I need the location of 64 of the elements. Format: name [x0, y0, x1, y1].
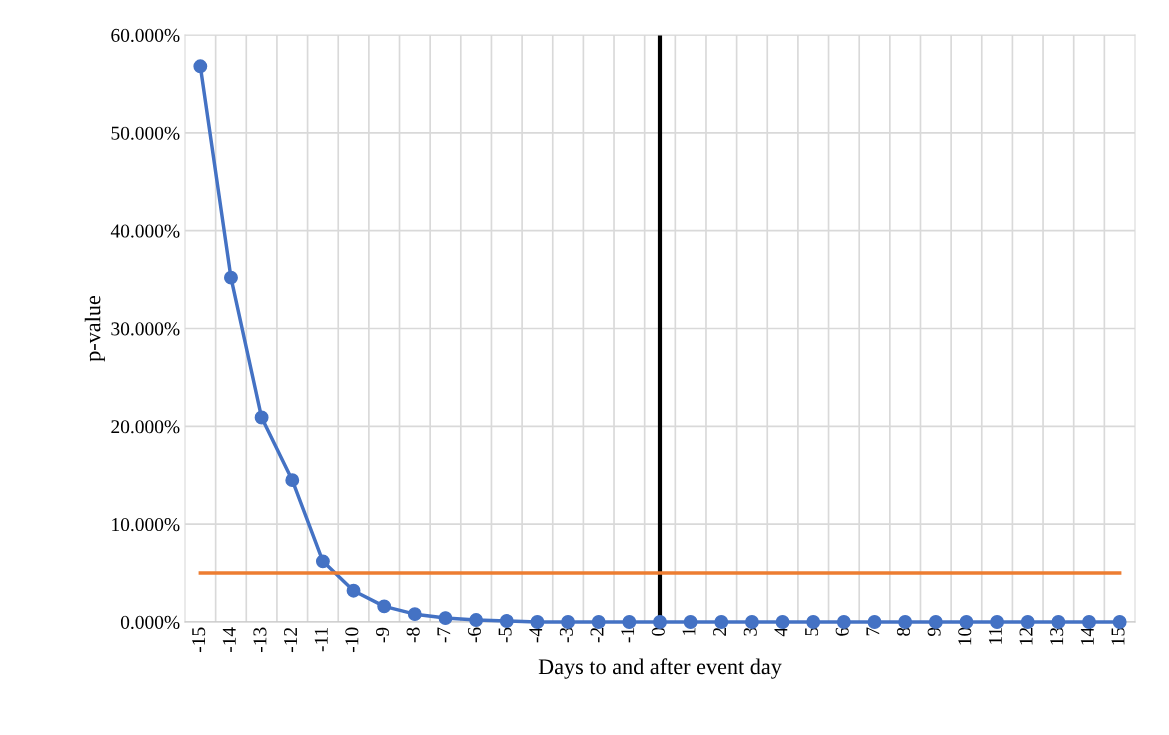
x-tick-label: 7 [866, 627, 880, 636]
point [561, 615, 576, 629]
point [224, 270, 238, 285]
x-tick-label: -8 [406, 627, 420, 643]
point [714, 615, 729, 629]
point [377, 599, 392, 614]
point [438, 611, 453, 626]
x-tick-label: -7 [437, 627, 451, 643]
y-tick-label: 50.000% [111, 126, 180, 140]
point [775, 615, 790, 629]
x-tick-label: -12 [284, 627, 297, 653]
x-tick-label: -1 [621, 628, 635, 643]
x-tick-label: 12 [1019, 627, 1033, 645]
y-tick-label: 40.000% [110, 224, 180, 238]
x-tick-label: -4 [529, 627, 543, 643]
point [285, 473, 300, 488]
x-tick-label: 2 [713, 627, 726, 636]
x-tick-label: 8 [896, 627, 911, 636]
x-tick-label: 0 [651, 627, 665, 636]
point [1020, 615, 1035, 629]
point [836, 615, 851, 629]
point [499, 614, 514, 628]
point [990, 615, 1005, 629]
x-tick-label: 10 [958, 627, 972, 645]
point [806, 615, 821, 629]
x-tick-label: -5 [498, 627, 512, 643]
point [315, 554, 330, 569]
x-tick-label: -2 [590, 627, 604, 643]
point [407, 607, 422, 622]
point [683, 615, 698, 629]
y-axis-title: p-value [84, 295, 105, 362]
point [1112, 615, 1127, 629]
y-tick-label: 20.000% [111, 420, 180, 434]
x-tick-label: -3 [559, 627, 573, 643]
point [530, 615, 545, 629]
x-tick-label: 15 [1111, 627, 1125, 645]
x-tick-label: 14 [1080, 627, 1094, 645]
x-tick-label: 9 [927, 627, 941, 636]
point [591, 615, 606, 629]
x-tick-label: 11 [988, 628, 1002, 644]
point [1082, 615, 1096, 629]
y-tick-label: 10.000% [112, 517, 180, 532]
y-tick-label: 60.000% [111, 28, 180, 43]
x-axis-title: Days to and after event day [538, 658, 782, 679]
x-tick-label: -13 [253, 627, 267, 653]
x-tick-label: -11 [314, 628, 328, 652]
x-tick-label: 1 [682, 628, 696, 635]
y-tick-label: 30.000% [111, 322, 180, 336]
point [346, 583, 361, 598]
point [254, 410, 269, 425]
x-tick-label: 5 [805, 627, 819, 636]
point [622, 615, 637, 629]
x-tick-label: 4 [774, 627, 788, 637]
x-tick-label: -9 [375, 627, 390, 643]
point [469, 613, 484, 627]
x-tick-label: -14 [222, 627, 236, 653]
point [193, 59, 208, 74]
y-tick-label: 0.000% [120, 615, 180, 630]
x-tick-label: 13 [1050, 627, 1064, 645]
x-tick-label: -10 [345, 627, 359, 653]
x-tick-label: 3 [743, 627, 757, 636]
x-tick-label: -6 [467, 627, 481, 643]
x-tick-label: 6 [835, 627, 849, 636]
x-tick-label: -15 [192, 627, 206, 653]
